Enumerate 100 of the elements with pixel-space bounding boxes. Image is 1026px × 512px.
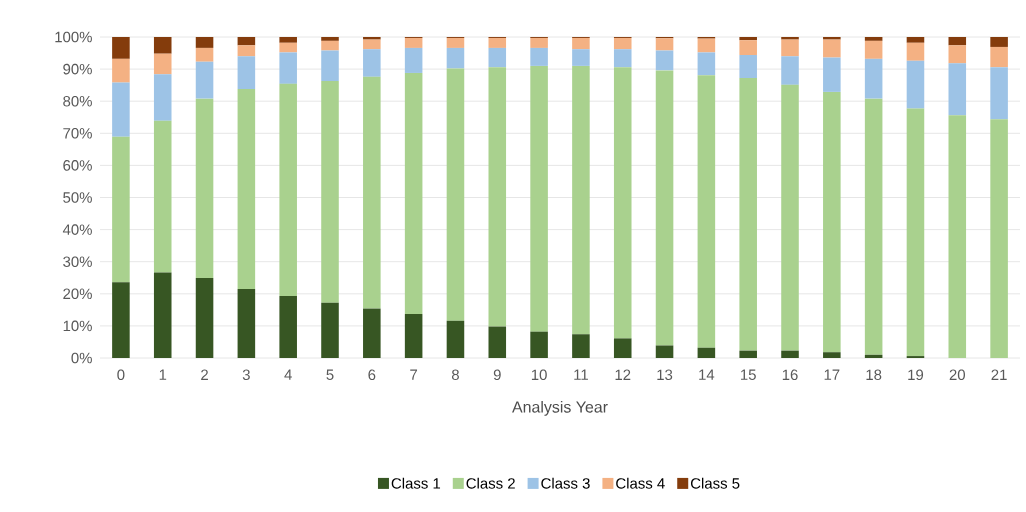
- bar: [446, 37, 465, 48]
- bar: [112, 136, 130, 283]
- y-tick-label: 90%: [63, 63, 92, 75]
- bar: [237, 45, 256, 57]
- bar: [572, 49, 590, 66]
- bar: [906, 108, 925, 357]
- bar: [572, 37, 590, 50]
- bar: [279, 296, 297, 358]
- y-tick-label: 40%: [62, 224, 92, 235]
- x-tick-label: 8: [451, 369, 459, 381]
- bar: [864, 98, 883, 355]
- y-tick-label: 30%: [63, 256, 92, 267]
- bar: [948, 63, 967, 116]
- y-tick-label: 70%: [63, 128, 92, 139]
- bar: [823, 352, 841, 358]
- bar: [906, 60, 925, 109]
- bar: [823, 91, 841, 353]
- y-tick-label: 60%: [63, 160, 92, 171]
- bar: [279, 42, 297, 53]
- x-tick-label: 6: [368, 369, 376, 381]
- y-tick-label: 100%: [55, 31, 92, 43]
- bar: [613, 37, 632, 50]
- bar: [112, 82, 130, 137]
- bar: [697, 52, 716, 76]
- bar: [404, 72, 423, 315]
- bar: [906, 37, 925, 43]
- bar: [823, 37, 841, 40]
- x-tick-label: 5: [326, 369, 334, 380]
- bar: [990, 37, 1008, 47]
- x-tick-label: 17: [824, 369, 840, 380]
- bar: [655, 345, 674, 358]
- x-tick-label: 11: [574, 369, 588, 380]
- legend-label: Class 2: [466, 477, 515, 489]
- bar: [864, 40, 883, 59]
- bar: [697, 38, 716, 53]
- bar: [153, 37, 172, 54]
- bar: [488, 67, 507, 327]
- bar: [363, 39, 381, 50]
- bar: [990, 67, 1008, 120]
- x-tick-label: 9: [493, 369, 501, 381]
- bar: [195, 98, 214, 279]
- bar: [697, 75, 716, 348]
- bar: [572, 65, 590, 335]
- bar: [112, 37, 130, 59]
- bar: [195, 47, 214, 62]
- bar: [739, 40, 757, 55]
- legend-label: Class 1: [391, 477, 441, 489]
- bar: [321, 302, 339, 358]
- bar: [279, 37, 297, 43]
- bar: [655, 70, 674, 346]
- bar: [237, 56, 256, 89]
- bar: [948, 45, 967, 64]
- bar: [195, 278, 214, 358]
- bar: [781, 56, 799, 85]
- bar: [530, 65, 548, 332]
- legend-label: Class 5: [690, 477, 740, 489]
- bar: [530, 37, 548, 48]
- bar: [153, 272, 172, 358]
- bar: [363, 308, 381, 358]
- bar: [153, 74, 172, 121]
- y-tick-label: 0%: [71, 352, 92, 364]
- bar: [864, 37, 883, 41]
- bar: [363, 37, 381, 40]
- y-tick-label: 50%: [63, 192, 92, 203]
- x-tick-label: 1: [159, 369, 167, 380]
- bar: [153, 53, 172, 75]
- bar: [948, 37, 967, 46]
- bar: [195, 61, 214, 99]
- bar: [321, 80, 339, 303]
- bar: [572, 334, 590, 358]
- x-tick-label: 3: [242, 369, 250, 381]
- bar: [237, 89, 256, 289]
- x-tick-label: 13: [657, 369, 673, 381]
- bar: [321, 40, 339, 51]
- bar: [321, 50, 339, 81]
- bar: [446, 68, 465, 321]
- bar: [739, 350, 757, 358]
- y-tick-label: 20%: [63, 288, 92, 300]
- x-tick-label: 2: [201, 369, 208, 380]
- legend-label: Class 4: [616, 477, 665, 489]
- x-tick-label: 18: [866, 369, 882, 381]
- bar: [990, 119, 1008, 358]
- bar: [237, 288, 256, 358]
- bar: [112, 58, 130, 83]
- x-tick-label: 15: [741, 369, 756, 380]
- bar: [153, 120, 172, 273]
- x-tick-label: 10: [531, 369, 547, 381]
- bar: [739, 78, 757, 351]
- x-axis-title: Analysis Year: [512, 400, 608, 416]
- bar: [488, 326, 507, 358]
- bar: [697, 347, 716, 358]
- x-tick-label: 20: [949, 369, 965, 381]
- bar: [404, 314, 423, 358]
- bar: [781, 37, 799, 40]
- bar: [739, 37, 757, 41]
- x-tick-label: 4: [284, 369, 292, 380]
- bar: [279, 83, 297, 297]
- bar: [864, 58, 883, 99]
- bar: [655, 50, 674, 71]
- bar: [864, 354, 883, 358]
